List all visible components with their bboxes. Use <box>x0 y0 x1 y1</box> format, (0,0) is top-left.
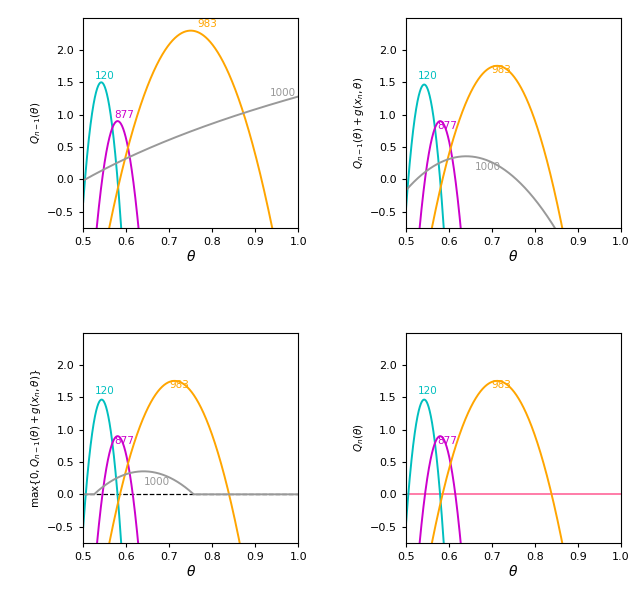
Text: 877: 877 <box>437 436 457 446</box>
Text: 983: 983 <box>492 379 511 389</box>
X-axis label: θ: θ <box>186 250 195 264</box>
Text: 877: 877 <box>115 110 134 120</box>
Text: 120: 120 <box>95 386 115 396</box>
Y-axis label: $Q_{n-1}(\theta)$: $Q_{n-1}(\theta)$ <box>29 101 43 144</box>
Text: 877: 877 <box>115 436 134 446</box>
Text: 120: 120 <box>95 71 115 81</box>
Text: 1000: 1000 <box>143 477 170 487</box>
Y-axis label: $\max\{0, Q_{n-1}(\theta) + g(x_n, \theta)\}$: $\max\{0, Q_{n-1}(\theta) + g(x_n, \thet… <box>29 368 43 507</box>
Text: 983: 983 <box>492 64 511 74</box>
Text: 120: 120 <box>418 386 438 396</box>
Text: 120: 120 <box>418 71 438 81</box>
Text: 983: 983 <box>169 379 189 389</box>
Y-axis label: $Q_{n-1}(\theta)+g(x_n, \theta)$: $Q_{n-1}(\theta)+g(x_n, \theta)$ <box>351 77 365 169</box>
Text: 1000: 1000 <box>270 88 296 98</box>
Text: 1000: 1000 <box>475 162 500 172</box>
Text: 983: 983 <box>197 19 217 30</box>
Text: 877: 877 <box>437 121 457 131</box>
X-axis label: θ: θ <box>509 250 518 264</box>
X-axis label: θ: θ <box>509 565 518 579</box>
Y-axis label: $Q_n(\theta)$: $Q_n(\theta)$ <box>352 424 365 452</box>
X-axis label: θ: θ <box>186 565 195 579</box>
